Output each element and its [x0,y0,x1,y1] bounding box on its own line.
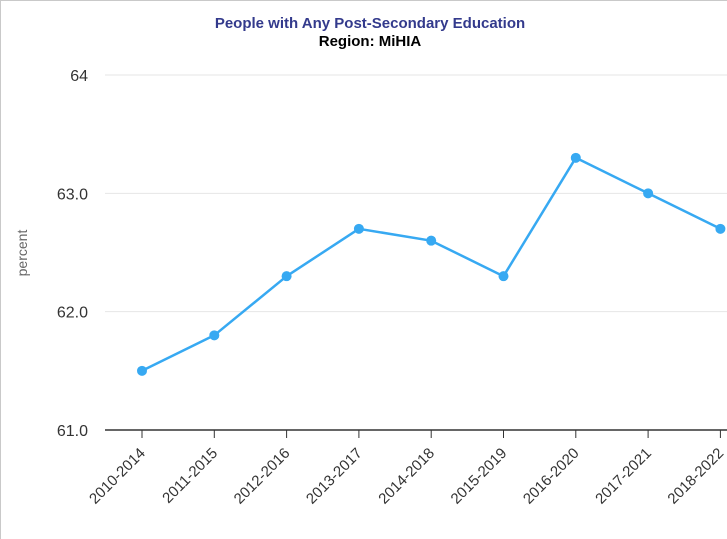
x-tick-label: 2018-2022 [664,445,727,508]
x-tick-label: 2016-2020 [520,445,583,508]
data-point [643,188,654,199]
x-tick-label: 2017-2021 [592,445,655,508]
x-tick-label: 2012-2016 [231,445,294,508]
chart-subtitle: Region: MiHIA [318,33,422,50]
data-point [570,152,581,163]
grid-lines [105,74,727,431]
y-tick-label: 62.0 [57,305,88,322]
y-tick-labels: 61.0 62.0 63.0 64 [57,68,88,440]
data-point [209,330,220,341]
data-point [498,271,509,282]
chart-title: People with Any Post-Secondary Education [214,15,526,32]
series-line [141,156,721,372]
x-tick-labels: 2010-2014 2011-2015 2012-2016 2013-2017 2014… [86,430,727,508]
x-tick-label: 2010-2014 [86,445,149,508]
y-tick-label: 64 [70,68,88,85]
data-point [137,365,147,376]
data-point [715,223,726,234]
y-tick-label: 61.0 [57,423,88,440]
data-point [426,235,437,246]
y-tick-label: 63.0 [57,186,88,203]
series-group [137,152,726,376]
x-tick-label: 2015-2019 [448,445,511,508]
data-point [281,271,292,282]
data-point [353,223,364,234]
x-tick-label: 2013-2017 [303,445,366,508]
x-tick-label: 2014-2018 [375,445,438,508]
x-tick-label: 2011-2015 [159,445,221,507]
